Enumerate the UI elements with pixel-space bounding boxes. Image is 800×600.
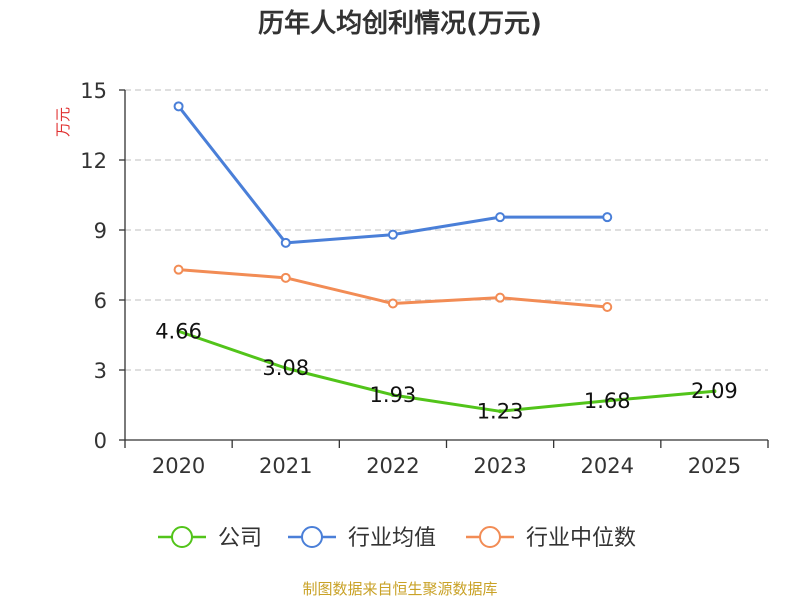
data-label-company: 1.93: [370, 383, 417, 407]
legend-label-industry_avg: 行业均值: [348, 526, 436, 551]
legend-marker-industry_median: [479, 526, 501, 548]
data-labels: 4.66 3.08 1.93 1.23 1.68 2.09: [155, 319, 738, 423]
series-group: [173, 101, 717, 414]
series-industry_median: [173, 264, 613, 312]
legend-label-company: 公司: [218, 526, 262, 551]
data-point-industry_avg: [495, 212, 506, 223]
data-point-industry_avg: [602, 212, 613, 223]
data-point-industry_avg: [387, 229, 398, 240]
data-point-company: [390, 392, 395, 397]
x-tick-label: 2025: [688, 454, 741, 478]
series-line-industry_avg: [177, 105, 608, 245]
axes: 0 3 6 9 12 15 2020 2021 2022 2023 2024 2025: [80, 79, 769, 478]
y-tick-label: 6: [94, 289, 107, 313]
y-tick-label: 12: [80, 149, 107, 173]
y-tick-label: 9: [94, 219, 107, 243]
series-line-company: [178, 329, 715, 413]
data-point-company: [605, 398, 610, 403]
source-note: 制图数据来自恒生聚源数据库: [302, 580, 497, 598]
series-industry_avg: [173, 101, 613, 248]
data-point-industry_avg: [173, 101, 184, 112]
data-label-company: 3.08: [262, 356, 309, 380]
data-point-industry_median: [387, 298, 398, 309]
data-point-industry_median: [173, 264, 184, 275]
legend-item-industry_avg: 行业均值: [288, 526, 436, 551]
legend: 公司 行业均值 行业中位数: [158, 526, 636, 551]
data-label-company: 1.23: [477, 399, 524, 423]
data-point-company: [712, 389, 717, 394]
data-point-industry_median: [602, 302, 613, 312]
x-tick-label: 2020: [152, 454, 205, 478]
y-tick-label: 3: [94, 359, 107, 383]
data-point-company: [176, 329, 181, 334]
data-point-company: [283, 366, 288, 371]
legend-marker-industry_avg: [301, 526, 323, 548]
series-company: [176, 329, 717, 414]
grid-lines: [125, 89, 768, 371]
x-tick-label: 2024: [581, 454, 634, 478]
data-point-industry_median: [280, 272, 291, 283]
y-axis-unit-label: 万元: [54, 107, 72, 137]
data-point-company: [498, 409, 503, 414]
y-tick-label: 0: [94, 429, 107, 453]
legend-item-industry_median: 行业中位数: [466, 526, 636, 551]
y-tick-label: 15: [80, 79, 107, 103]
data-label-company: 2.09: [691, 379, 738, 403]
data-label-company: 4.66: [155, 319, 202, 343]
x-tick-label: 2021: [259, 454, 312, 478]
data-point-industry_median: [495, 292, 506, 303]
legend-label-industry_median: 行业中位数: [526, 526, 636, 551]
data-label-company: 1.68: [584, 389, 631, 413]
chart-title: 历年人均创利情况(万元): [258, 8, 542, 39]
x-tick-label: 2022: [366, 454, 419, 478]
data-point-industry_avg: [280, 237, 291, 248]
legend-item-company: 公司: [158, 526, 262, 551]
x-tick-label: 2023: [473, 454, 526, 478]
legend-marker-company: [171, 526, 193, 548]
